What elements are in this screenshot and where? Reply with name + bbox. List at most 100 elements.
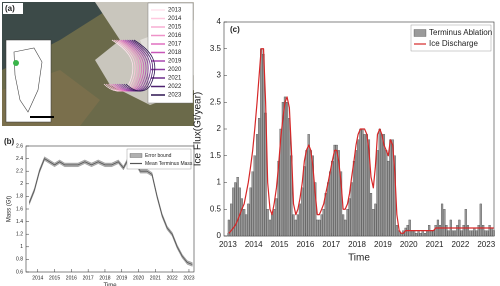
bar [303, 166, 306, 237]
legend-box [410, 24, 492, 52]
x-tick-label: 2020 [400, 240, 418, 249]
x-axis-label: Time [348, 253, 370, 264]
y-tick-label: 3 [217, 71, 222, 80]
bar [292, 214, 295, 237]
bar [342, 214, 345, 237]
y-tick-label: 0.5 [210, 204, 222, 213]
y-tick-label: 1 [217, 178, 222, 187]
x-tick-label: 2019 [374, 240, 392, 249]
x-tick-label: 2018 [348, 240, 366, 249]
panel-label: (b) [4, 137, 15, 146]
bar [443, 209, 446, 237]
bar [367, 139, 371, 237]
bar [281, 102, 284, 237]
terminus-line [108, 39, 138, 92]
x-tick-label: 2022 [167, 275, 178, 281]
bar [270, 214, 274, 237]
bar [258, 118, 261, 237]
bar [275, 198, 278, 237]
bar [262, 53, 265, 237]
bar [372, 209, 375, 237]
bar [460, 230, 463, 237]
x-tick-label: 2023 [477, 240, 495, 249]
bar [361, 128, 364, 237]
y-tick-label: 2.4 [16, 156, 23, 162]
x-tick-label: 2021 [426, 240, 444, 249]
x-tick-label: 2014 [245, 240, 263, 249]
terminus-line [119, 39, 149, 92]
legend-swatch [129, 153, 143, 158]
bar [236, 176, 239, 237]
bar [445, 225, 448, 237]
x-tick-label: 2016 [66, 275, 77, 281]
bar [260, 48, 263, 237]
x-tick-label: 2022 [452, 240, 470, 249]
bar [273, 209, 276, 237]
bar [391, 139, 394, 237]
bar [365, 134, 368, 237]
bar [251, 171, 254, 237]
bar [359, 128, 362, 237]
legend-label: 2013 [168, 8, 182, 14]
legend-box [126, 148, 192, 170]
bar [419, 233, 422, 237]
legend-label: Ice Discharge [429, 39, 478, 48]
y-tick-label: 3.5 [210, 44, 222, 53]
bar [486, 230, 489, 237]
location-dot [13, 60, 19, 66]
bar [451, 230, 454, 237]
bar [456, 225, 459, 237]
bar [316, 219, 319, 237]
series-line [28, 158, 193, 265]
bar [479, 203, 482, 237]
bar [477, 225, 480, 237]
bar [318, 219, 321, 237]
legend-swatch [413, 29, 427, 37]
y-tick-label: 1.6 [16, 206, 23, 212]
bar [346, 209, 349, 237]
bar [253, 155, 256, 237]
legend-label: Mean Terminus Mass [145, 161, 193, 167]
y-axis-label: Mass (Gt) [7, 196, 13, 222]
bar [369, 193, 373, 237]
bar [335, 144, 338, 237]
bar [374, 203, 377, 237]
bar [337, 150, 340, 237]
y-tick-label: 1.8 [16, 194, 23, 200]
scale-bar [30, 116, 54, 118]
bar [232, 187, 235, 237]
bar [385, 150, 388, 237]
bar [376, 150, 379, 237]
bar [395, 225, 398, 237]
y-tick-label: 2 [217, 124, 222, 133]
legend-label: 2022 [168, 84, 182, 90]
bar [490, 227, 493, 237]
x-tick-label: 2018 [99, 275, 110, 281]
bar [363, 134, 366, 237]
bar [475, 230, 478, 237]
legend-label: Error bound [145, 153, 172, 159]
bar [314, 182, 317, 237]
bar [247, 203, 250, 237]
bar [255, 134, 259, 237]
x-tick-label: 2015 [49, 275, 60, 281]
bar [417, 230, 420, 237]
bar [462, 225, 465, 237]
y-tick-label: 0.6 [16, 269, 23, 275]
bar [285, 102, 289, 237]
y-tick-label: 4 [217, 17, 222, 26]
bar [389, 139, 392, 237]
bar [387, 160, 390, 237]
bar [322, 209, 325, 237]
bar [466, 225, 469, 237]
bar [484, 230, 487, 237]
y-tick-label: 2 [20, 181, 23, 187]
bar [294, 219, 297, 237]
bar [413, 230, 416, 237]
bar [492, 230, 495, 237]
x-tick-label: 2020 [133, 275, 144, 281]
y-tick-label: 1 [20, 244, 23, 250]
bar [350, 182, 353, 237]
bar [301, 187, 304, 237]
